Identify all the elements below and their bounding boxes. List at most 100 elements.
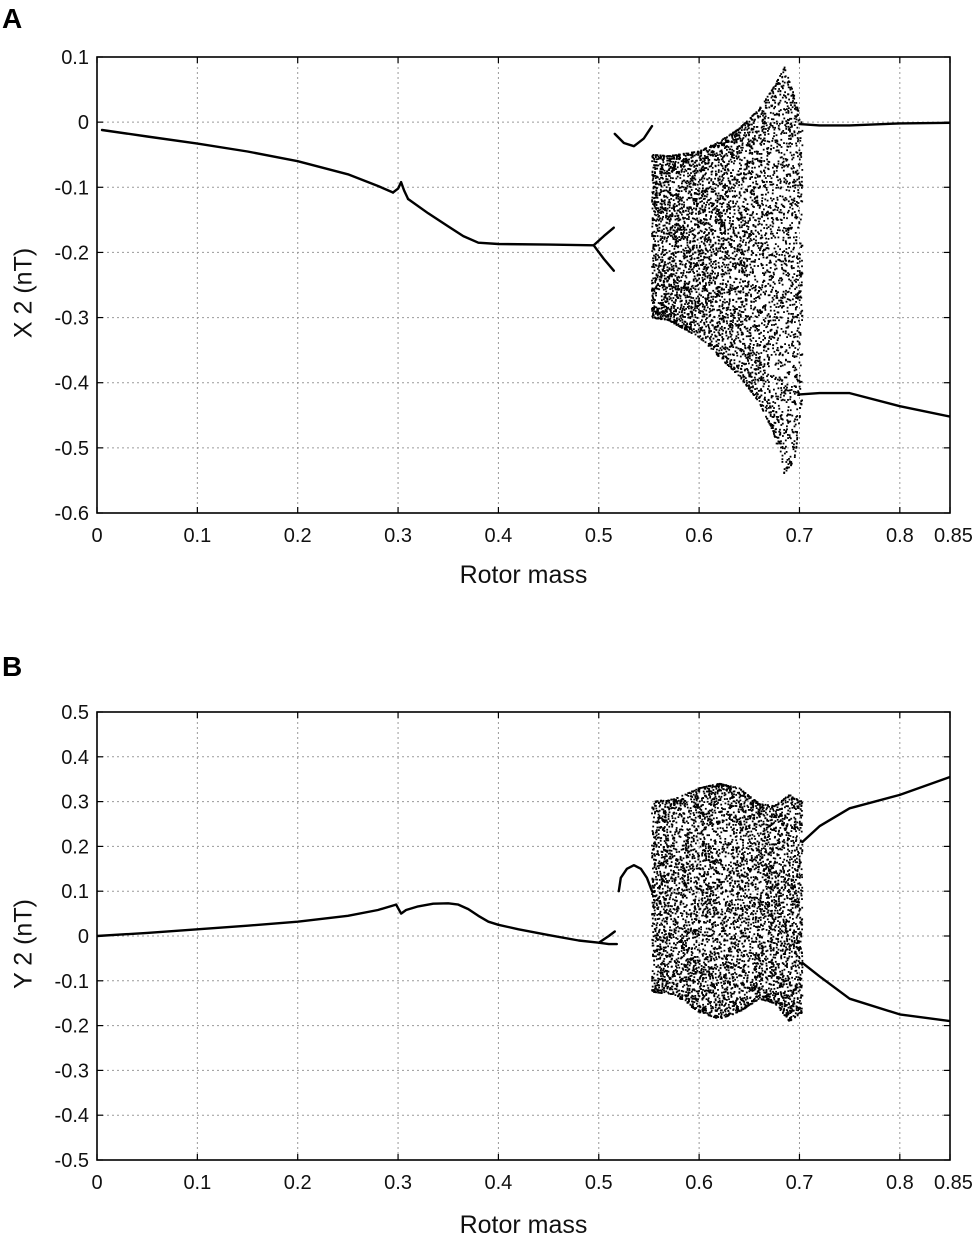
scatter-point [780,146,783,148]
scatter-point [672,264,675,267]
scatter-point [725,331,727,334]
scatter-point [743,326,746,329]
scatter-point [724,251,727,254]
scatter-point [707,266,710,269]
scatter-point [683,170,686,173]
scatter-point [705,304,708,306]
scatter-point [777,124,780,127]
scatter-point [756,387,758,390]
scatter-point [756,199,759,202]
scatter-point [736,200,739,203]
scatter-point [775,206,778,208]
scatter-point [766,95,769,98]
scatter-point [767,167,769,170]
scatter-point [675,235,678,238]
scatter-point [705,167,708,169]
scatter-point [697,213,700,215]
scatter-point [770,354,773,356]
scatter-point [690,324,692,326]
scatter-point [690,220,693,223]
scatter-point [657,254,659,257]
scatter-point [733,265,736,268]
scatter-point [683,292,686,294]
scatter-point [765,343,768,346]
scatter-point [739,218,741,220]
scatter-point [699,303,702,305]
scatter-point [792,364,795,367]
scatter-point [721,339,724,342]
scatter-point [758,134,761,137]
scatter-point [744,363,746,366]
scatter-point [705,267,708,269]
scatter-point [776,378,779,381]
scatter-point [684,280,686,283]
scatter-point [668,164,670,167]
scatter-point [652,282,654,284]
scatter-point [746,237,749,239]
scatter-point [782,398,784,401]
scatter-point [656,187,658,189]
scatter-point [687,175,689,178]
scatter-point [769,406,772,409]
scatter-point [713,202,715,205]
scatter-point [657,240,660,243]
scatter-point [708,262,711,265]
scatter-point [775,332,778,335]
scatter-point [662,159,664,162]
scatter-point [665,186,668,189]
scatter-point [672,273,675,276]
scatter-point [704,253,707,255]
scatter-point [770,278,772,281]
scatter-point [761,311,763,314]
scatter-point [756,310,759,313]
scatter-point [791,143,793,145]
scatter-point [702,209,704,212]
scatter-point [738,248,741,251]
scatter-point [676,251,679,254]
scatter-point [786,389,789,392]
scatter-point [679,198,681,201]
scatter-point [653,290,656,293]
scatter-point [717,169,720,171]
scatter-point [775,267,778,270]
scatter-point [670,253,673,255]
scatter-point [784,293,787,296]
scatter-point [719,196,722,199]
scatter-point [772,298,775,301]
scatter-point [737,367,740,370]
scatter-point [724,185,727,187]
scatter-point [796,373,798,376]
scatter-point [775,218,778,221]
scatter-point [726,251,729,254]
scatter-point [697,232,699,235]
scatter-point [749,289,751,291]
scatter-point [714,263,717,266]
scatter-point [775,186,778,189]
scatter-point [711,211,713,214]
scatter-point [776,142,779,145]
scatter-point [699,220,701,223]
scatter-point [780,365,782,368]
scatter-point [724,138,727,141]
scatter-point [724,229,727,231]
scatter-point [680,226,683,229]
scatter-point [740,324,742,326]
scatter-point [716,286,719,289]
scatter-point [772,410,775,412]
scatter-point [661,206,663,208]
scatter-point [778,113,780,116]
scatter-point [757,352,760,355]
scatter-point [670,231,673,234]
scatter-point [676,240,678,243]
scatter-point [702,263,705,266]
scatter-point [780,389,783,392]
scatter-point [652,259,655,262]
scatter-point [773,388,775,391]
scatter-point [698,252,701,255]
scatter-point [796,436,799,439]
scatter-point [653,166,656,169]
scatter-point [709,321,712,324]
scatter-point [667,318,670,320]
scatter-point [710,178,713,180]
scatter-point [722,321,725,323]
